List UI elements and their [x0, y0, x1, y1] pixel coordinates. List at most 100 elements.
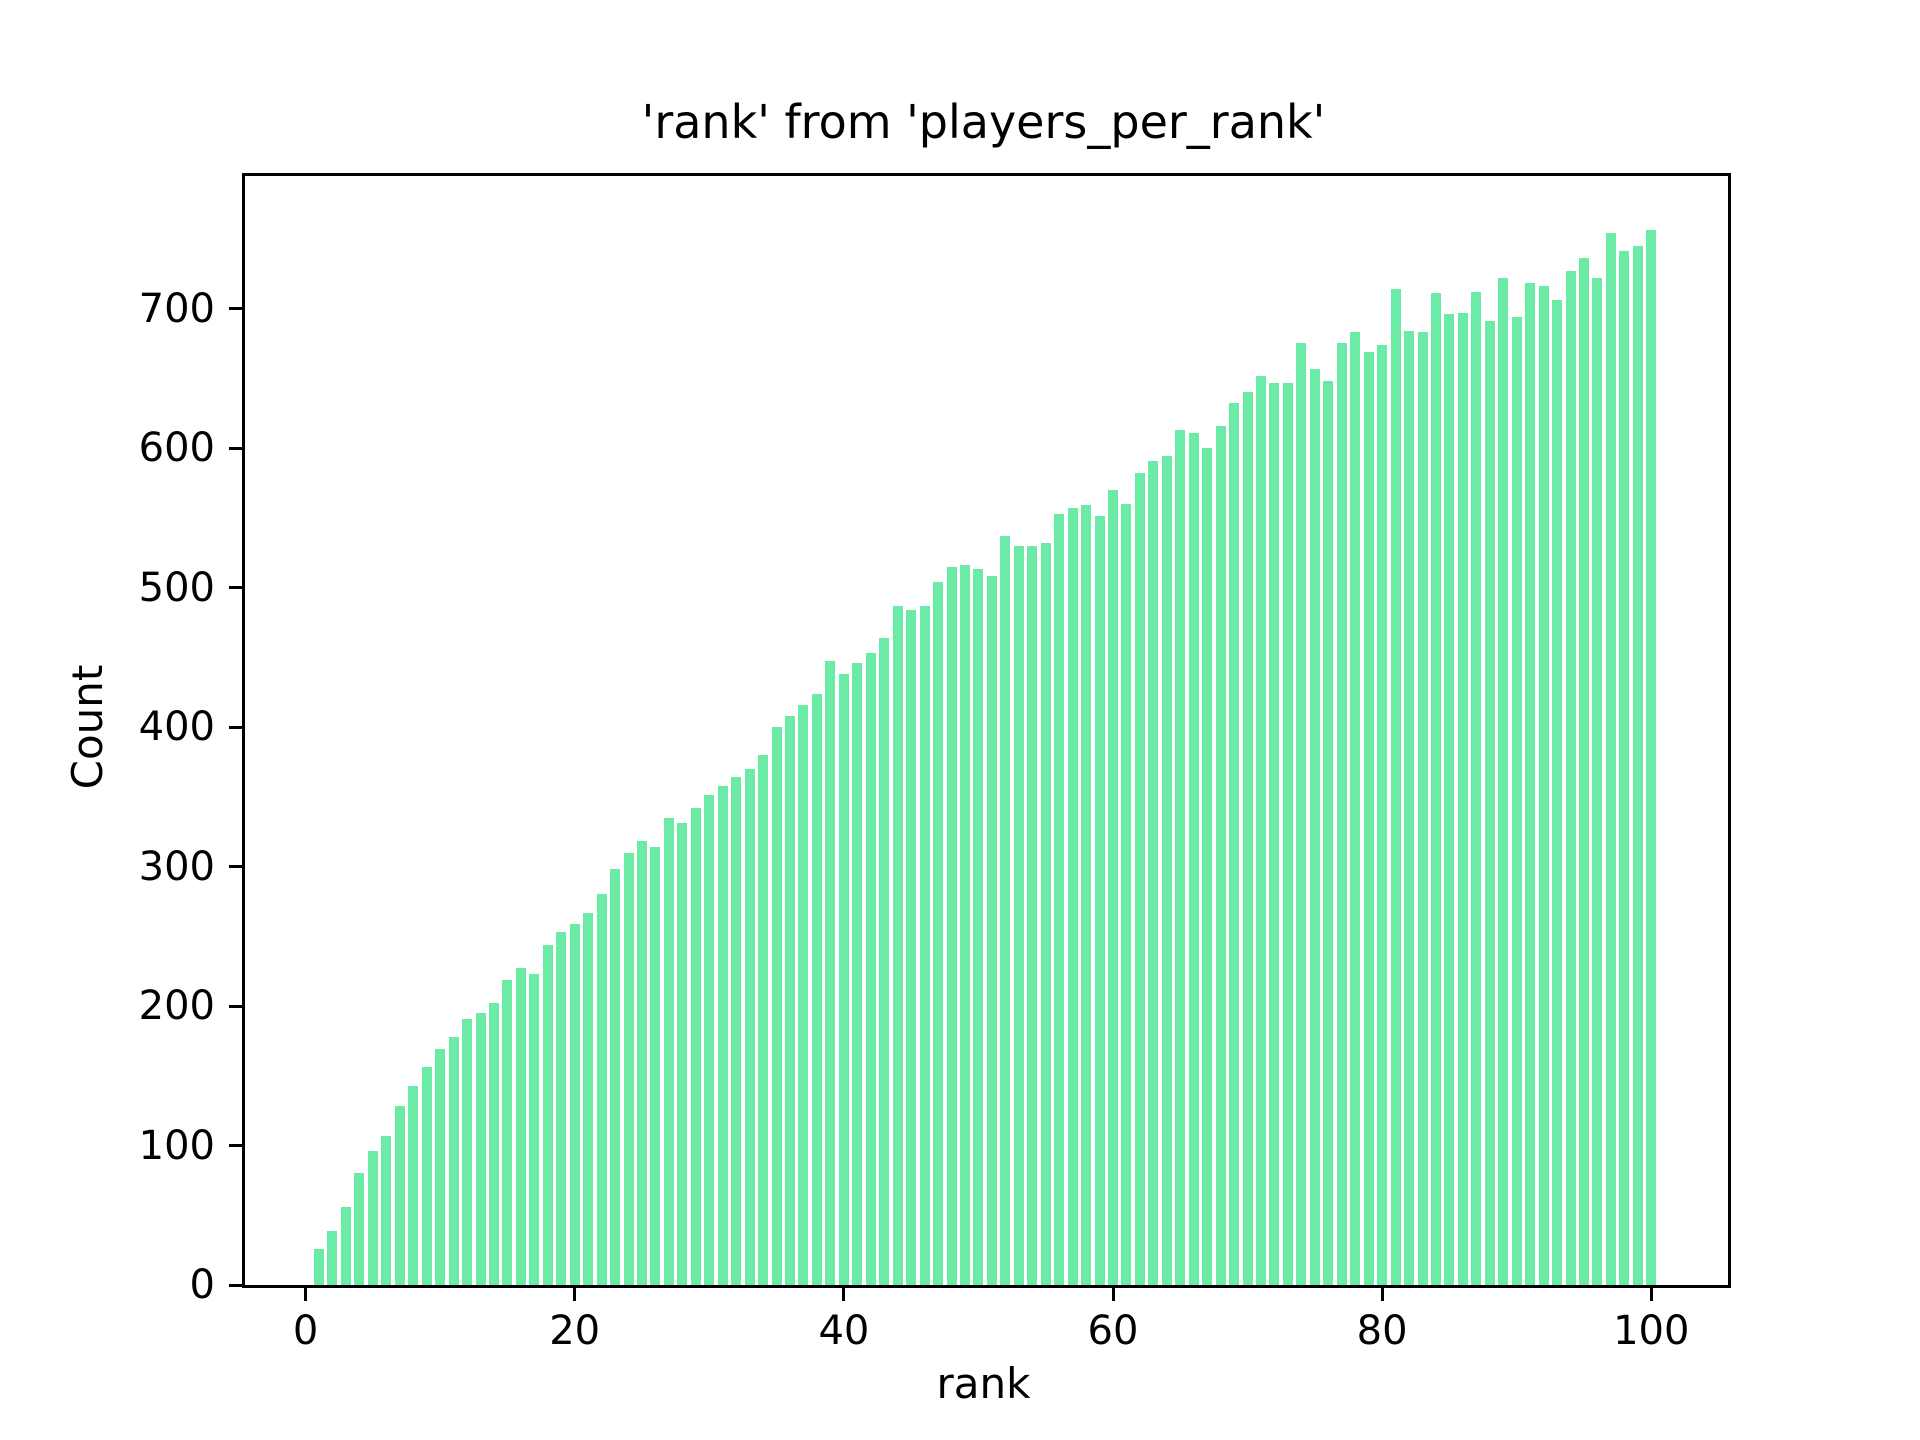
- bar-rank-83: [1417, 332, 1428, 1285]
- bar-rank-54: [1027, 545, 1038, 1285]
- bar-rank-8: [408, 1085, 419, 1285]
- bar-rank-6: [381, 1135, 392, 1285]
- bar-rank-14: [488, 1003, 499, 1285]
- bar-rank-90: [1511, 316, 1522, 1285]
- bar-rank-70: [1242, 392, 1253, 1285]
- bar-rank-94: [1565, 270, 1576, 1285]
- y-tick-mark-600: [229, 446, 242, 450]
- bar-rank-11: [448, 1036, 459, 1285]
- bar-rank-69: [1229, 403, 1240, 1285]
- bar-rank-31: [717, 785, 728, 1285]
- bar-rank-58: [1081, 505, 1092, 1285]
- bar-rank-55: [1040, 542, 1051, 1285]
- bar-rank-17: [529, 973, 540, 1285]
- y-tick-label-700: 700: [138, 285, 215, 332]
- bar-rank-51: [986, 576, 997, 1285]
- x-tick-mark-100: [1649, 1288, 1653, 1301]
- bar-rank-67: [1202, 448, 1213, 1285]
- bar-rank-42: [865, 653, 876, 1285]
- y-tick-label-500: 500: [138, 564, 215, 611]
- bar-rank-48: [946, 566, 957, 1285]
- bar-rank-37: [798, 704, 809, 1285]
- bar-rank-30: [704, 795, 715, 1285]
- x-tick-mark-60: [1111, 1288, 1115, 1301]
- y-tick-label-200: 200: [138, 983, 215, 1029]
- bar-rank-68: [1215, 425, 1226, 1285]
- bar-rank-13: [475, 1013, 486, 1285]
- bar-rank-15: [502, 979, 513, 1285]
- bar-rank-57: [1067, 508, 1078, 1285]
- bar-rank-40: [838, 674, 849, 1285]
- bar-rank-82: [1404, 330, 1415, 1285]
- bar-rank-79: [1363, 351, 1374, 1285]
- x-tick-label-40: 40: [818, 1308, 870, 1354]
- bar-rank-50: [973, 569, 984, 1285]
- y-tick-mark-300: [229, 865, 242, 868]
- bar-rank-24: [623, 852, 634, 1285]
- y-tick-label-400: 400: [138, 704, 215, 750]
- bar-rank-23: [610, 869, 621, 1285]
- bar-rank-39: [825, 661, 836, 1285]
- bar-rank-28: [677, 823, 688, 1285]
- bar-rank-43: [879, 637, 890, 1285]
- y-tick-mark-200: [229, 1004, 242, 1008]
- bar-rank-74: [1296, 343, 1307, 1285]
- y-tick-mark-500: [229, 586, 242, 589]
- bar-rank-21: [583, 912, 594, 1285]
- bar-rank-97: [1605, 233, 1616, 1285]
- bar-rank-22: [596, 894, 607, 1285]
- bar-rank-3: [340, 1206, 351, 1285]
- bar-rank-53: [1013, 545, 1024, 1285]
- x-tick-label-0: 0: [292, 1308, 319, 1354]
- bar-rank-62: [1134, 473, 1145, 1285]
- x-tick-mark-20: [573, 1288, 577, 1301]
- y-tick-label-600: 600: [138, 425, 215, 471]
- bar-rank-46: [919, 605, 930, 1285]
- bar-rank-75: [1309, 368, 1320, 1285]
- bar-rank-73: [1282, 382, 1293, 1285]
- bar-rank-16: [515, 968, 526, 1285]
- bar-rank-96: [1592, 277, 1603, 1285]
- x-tick-mark-80: [1380, 1288, 1384, 1301]
- bar-rank-81: [1390, 289, 1401, 1285]
- bar-rank-52: [1000, 535, 1011, 1285]
- bar-rank-38: [811, 693, 822, 1285]
- y-tick-label-300: 300: [138, 843, 215, 890]
- bar-rank-29: [690, 807, 701, 1285]
- bar-rank-36: [785, 715, 796, 1285]
- bar-rank-4: [354, 1173, 365, 1285]
- bar-rank-99: [1632, 245, 1643, 1285]
- bar-rank-87: [1471, 291, 1482, 1285]
- bar-rank-93: [1552, 300, 1563, 1285]
- bar-rank-32: [731, 777, 742, 1285]
- bar-rank-95: [1579, 258, 1590, 1285]
- bar-rank-1: [314, 1248, 325, 1285]
- bar-rank-35: [771, 727, 782, 1285]
- bar-rank-61: [1121, 503, 1132, 1285]
- x-tick-label-80: 80: [1356, 1308, 1408, 1354]
- x-axis-label: rank: [936, 1359, 1031, 1408]
- x-tick-label-60: 60: [1087, 1308, 1139, 1354]
- bar-rank-44: [892, 605, 903, 1285]
- bar-rank-18: [542, 944, 553, 1285]
- bar-rank-27: [663, 817, 674, 1285]
- bar-rank-20: [569, 923, 580, 1285]
- bar-rank-66: [1188, 432, 1199, 1285]
- plot-area: 0 20 40 60 80 100 0 100 200 300 400 500 600 700: [139, 173, 1731, 1353]
- bar-rank-89: [1498, 277, 1509, 1285]
- bar-rank-2: [327, 1230, 338, 1285]
- bar-rank-63: [1148, 460, 1159, 1285]
- bar-rank-88: [1484, 321, 1495, 1285]
- bar-rank-47: [933, 581, 944, 1285]
- bar-rank-7: [394, 1106, 405, 1285]
- bar-rank-41: [852, 662, 863, 1285]
- bar-rank-56: [1054, 513, 1065, 1285]
- bar-rank-64: [1161, 456, 1172, 1285]
- bar-rank-65: [1175, 429, 1186, 1285]
- bar-rank-72: [1269, 382, 1280, 1285]
- y-tick-mark-700: [229, 307, 242, 310]
- bar-rank-10: [435, 1049, 446, 1285]
- bar-rank-77: [1336, 343, 1347, 1285]
- x-tick-mark-40: [842, 1288, 846, 1301]
